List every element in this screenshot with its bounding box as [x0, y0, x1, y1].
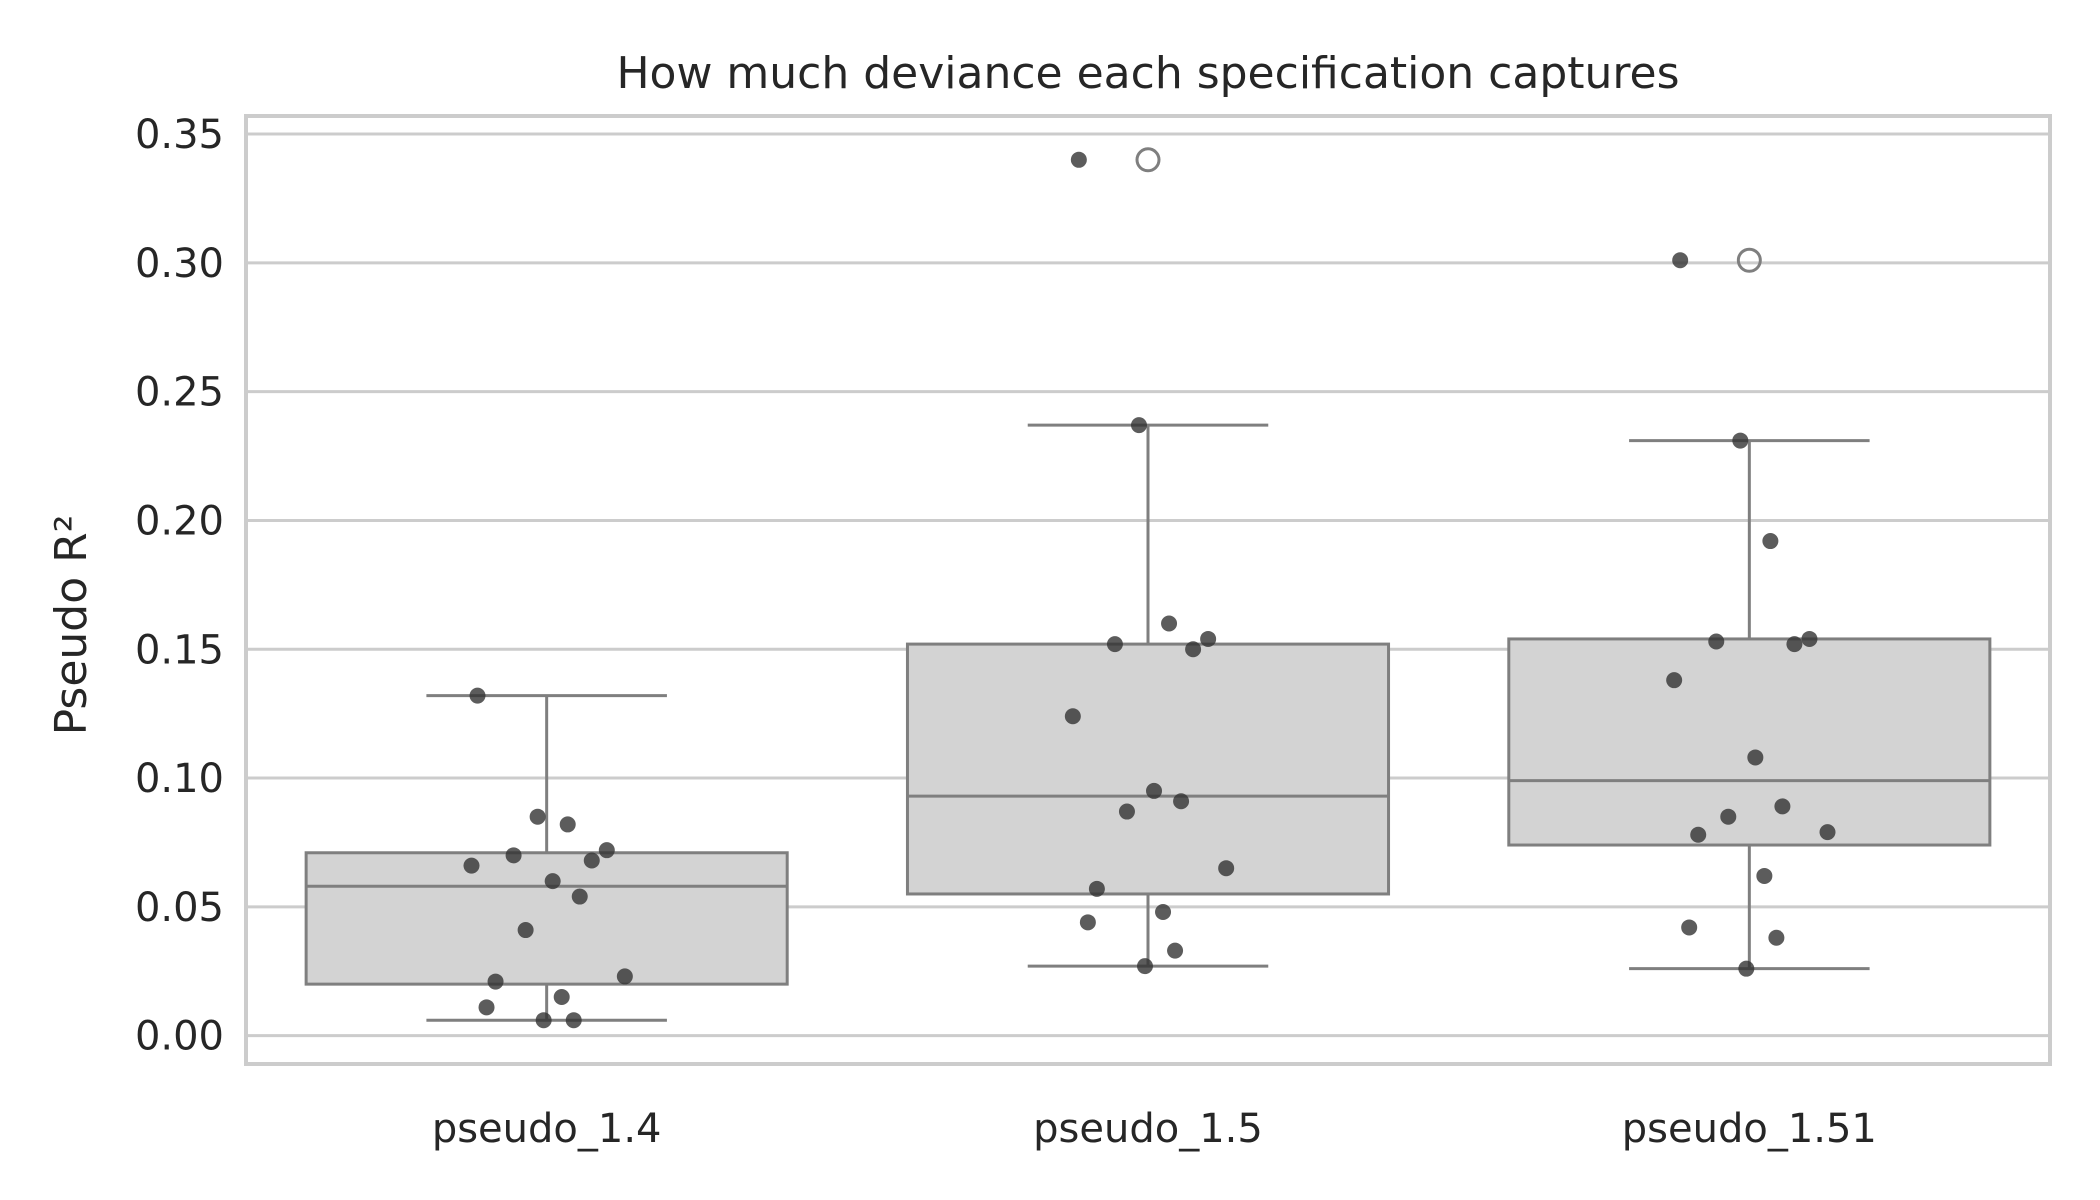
- data-point: [583, 852, 600, 869]
- iqr-box: [1507, 637, 1992, 847]
- data-point: [463, 857, 480, 874]
- iqr-box: [905, 642, 1391, 896]
- data-point: [529, 808, 546, 825]
- data-point: [1768, 929, 1785, 946]
- data-point: [535, 1012, 552, 1029]
- data-point: [1118, 803, 1135, 820]
- data-point: [487, 973, 504, 990]
- data-point: [1762, 533, 1779, 550]
- data-point: [1666, 672, 1683, 689]
- data-point: [1786, 636, 1803, 653]
- data-point: [1088, 880, 1105, 897]
- x-tick-label: pseudo_1.4: [432, 1106, 662, 1152]
- data-point: [1681, 919, 1698, 936]
- data-point: [1819, 824, 1836, 841]
- data-point: [1801, 630, 1818, 647]
- outlier-marker: [1135, 147, 1161, 173]
- y-axis-label: Pseudo R²: [46, 515, 97, 736]
- data-point: [1708, 633, 1725, 650]
- boxes: [304, 147, 1992, 1022]
- y-tick-label: 0.30: [135, 241, 224, 287]
- x-tick-label: pseudo_1.5: [1033, 1106, 1263, 1152]
- data-point: [1155, 904, 1172, 921]
- outlier-marker: [1736, 247, 1762, 273]
- data-point: [1136, 958, 1153, 975]
- data-point: [1070, 151, 1087, 168]
- y-tick-label: 0.00: [135, 1014, 224, 1060]
- data-point: [1732, 432, 1749, 449]
- plot-frame: [244, 114, 2052, 1066]
- data-point: [559, 816, 576, 833]
- y-tick-label: 0.10: [135, 756, 224, 802]
- y-tick-label: 0.15: [135, 627, 224, 673]
- data-point: [469, 687, 486, 704]
- data-point: [544, 873, 561, 890]
- data-point: [1738, 960, 1755, 977]
- x-tick-labels: pseudo_1.4 pseudo_1.5 pseudo_1.51: [432, 1106, 1877, 1152]
- y-tick-label: 0.25: [135, 370, 224, 416]
- y-tick-label: 0.20: [135, 498, 224, 544]
- box-pseudo_1.4: [304, 694, 789, 1022]
- data-point: [505, 847, 522, 864]
- data-point: [1173, 793, 1190, 810]
- chart-title: How much deviance each specification cap…: [616, 48, 1679, 99]
- data-point: [1200, 630, 1217, 647]
- data-point: [616, 968, 633, 985]
- data-point: [1218, 860, 1235, 877]
- data-point: [1774, 798, 1791, 815]
- data-point: [1146, 782, 1163, 799]
- data-point: [565, 1012, 582, 1029]
- data-point: [1161, 615, 1178, 632]
- data-point: [1690, 826, 1707, 843]
- data-point: [1672, 252, 1689, 269]
- x-tick-label: pseudo_1.51: [1622, 1106, 1877, 1152]
- data-points: [463, 151, 1836, 1029]
- data-point: [1130, 417, 1147, 434]
- data-point: [1167, 942, 1184, 959]
- data-point: [1747, 749, 1764, 766]
- data-point: [553, 989, 570, 1006]
- data-point: [571, 888, 588, 905]
- data-point: [1064, 708, 1081, 725]
- box-pseudo_1.51: [1507, 247, 1992, 971]
- data-point: [478, 999, 495, 1016]
- box-pseudo_1.5: [905, 147, 1391, 968]
- y-tick-labels: 0.00 0.05 0.10 0.15 0.20 0.25 0.30 0.35: [135, 112, 224, 1060]
- data-point: [1720, 808, 1737, 825]
- data-point: [1106, 636, 1123, 653]
- y-tick-label: 0.35: [135, 112, 224, 158]
- y-tick-label: 0.05: [135, 885, 224, 931]
- iqr-box: [304, 851, 789, 986]
- data-point: [1756, 867, 1773, 884]
- data-point: [1079, 914, 1096, 931]
- data-point: [1185, 641, 1202, 658]
- data-point: [517, 922, 534, 939]
- data-point: [598, 842, 615, 859]
